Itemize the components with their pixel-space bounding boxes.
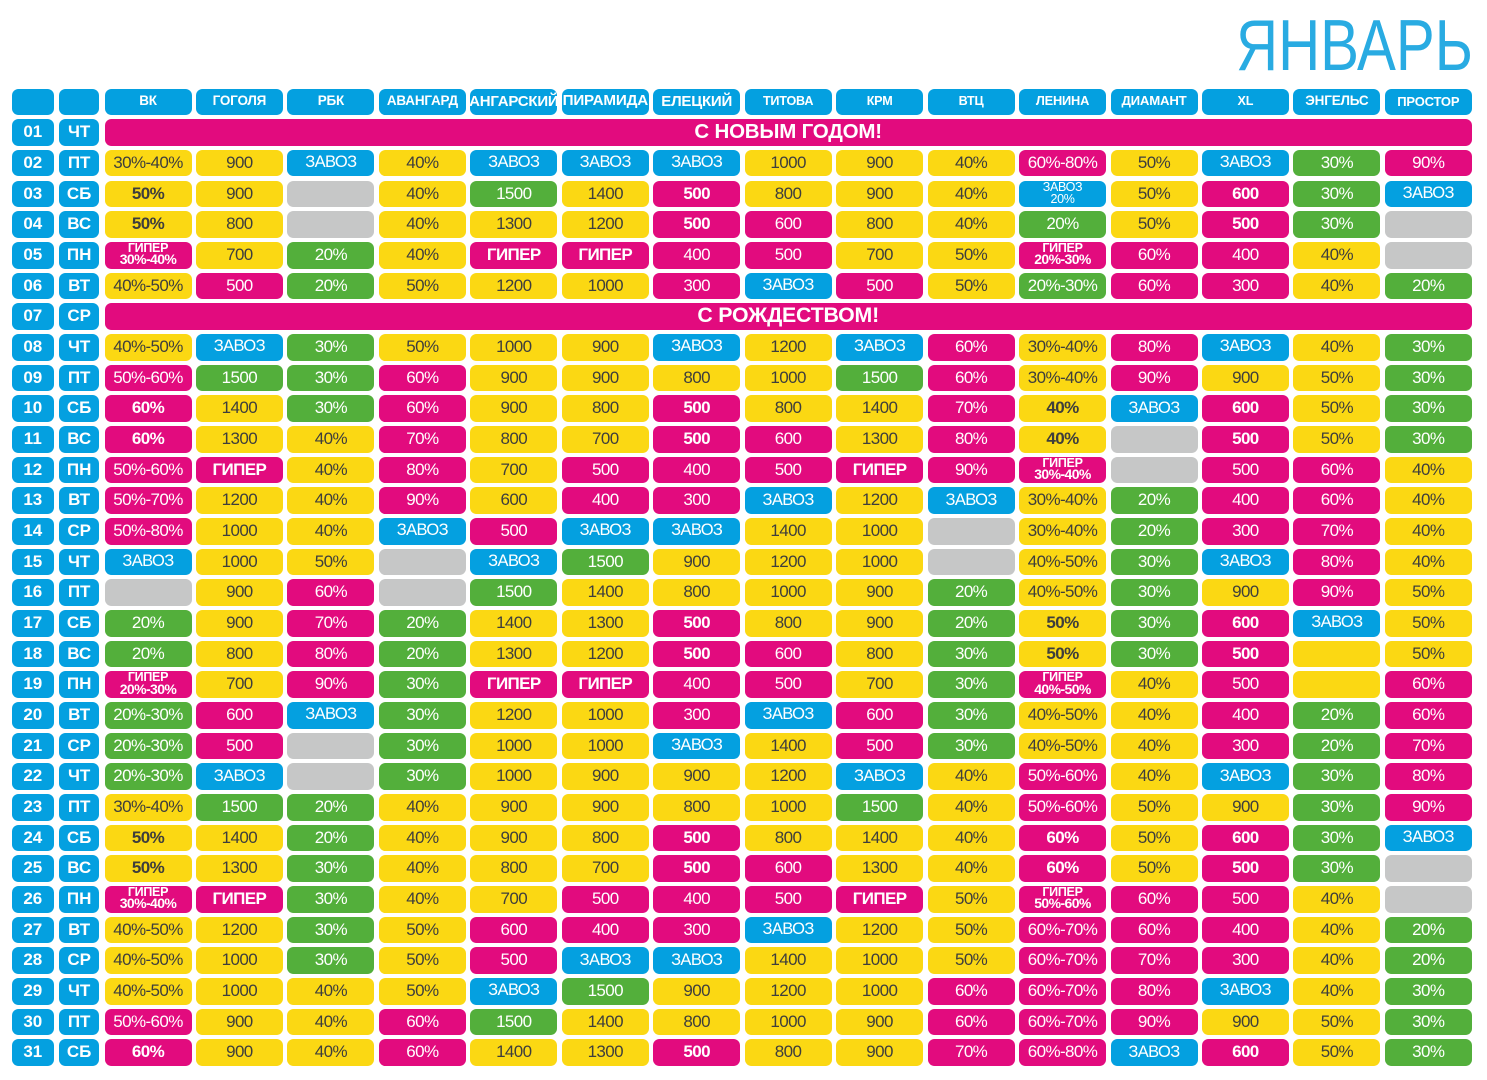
svg-text:ЯНВАРЬ: ЯНВАРЬ [1236,5,1473,86]
